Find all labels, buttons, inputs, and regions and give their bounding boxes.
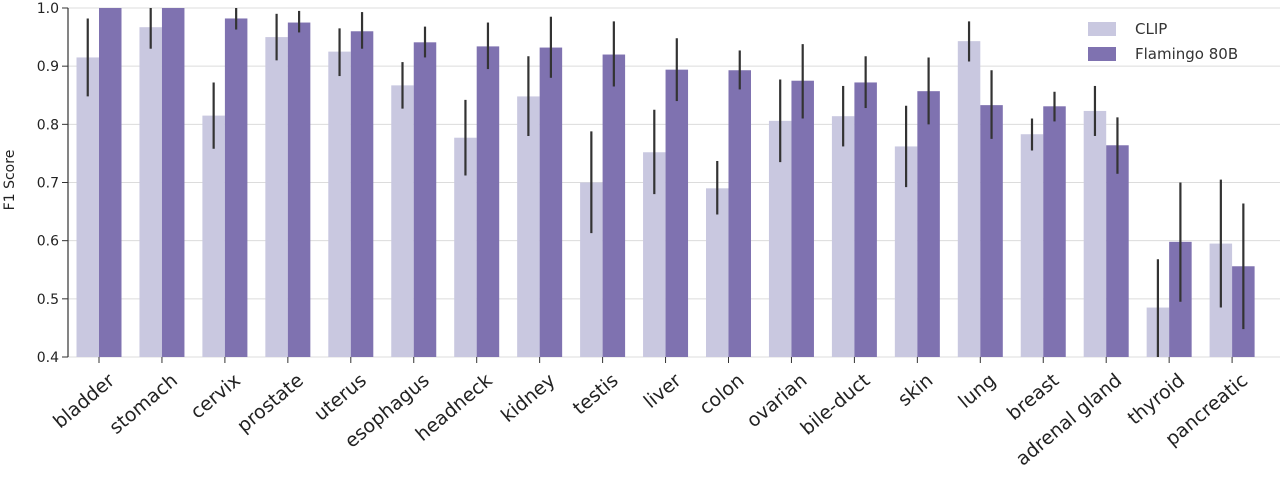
x-tick-label: testis <box>569 369 623 419</box>
bar-flamingo-uterus <box>350 31 374 358</box>
bar-flamingo-liver <box>665 69 689 357</box>
bar-clip-prostate <box>265 37 288 357</box>
bar-clip-bile-duct <box>831 116 855 357</box>
bar-flamingo-cervix <box>224 18 248 357</box>
bar-flamingo-breast <box>1043 106 1066 357</box>
y-tick-label: 0.7 <box>37 176 59 192</box>
x-tick-label: kidney <box>497 369 560 427</box>
x-tick-label: stomach <box>105 369 182 438</box>
x-tick-label: prostate <box>233 369 308 437</box>
x-tick-label: adrenal gland <box>1012 369 1126 470</box>
bar-flamingo-bile-duct <box>854 82 877 357</box>
bar-flamingo-bladder <box>99 8 122 357</box>
bar-clip-skin <box>894 146 918 357</box>
bar-clip-testis <box>580 182 603 357</box>
bar-flamingo-kidney <box>539 47 563 357</box>
y-axis-label: F1 Score <box>2 150 18 211</box>
legend: CLIP Flamingo 80B <box>1088 20 1238 63</box>
bar-clip-ovarian <box>768 120 792 358</box>
x-tick-label: skin <box>894 369 937 410</box>
error-bars <box>86 8 1245 357</box>
bar-clip-breast <box>1020 134 1044 357</box>
y-tick-label: 0.8 <box>37 117 59 133</box>
y-tick-label: 0.4 <box>37 350 59 366</box>
x-tick-label: liver <box>640 369 686 413</box>
legend-swatch-clip <box>1088 22 1116 36</box>
x-tick-label: cervix <box>186 369 244 423</box>
bar-clip-kidney <box>517 96 540 357</box>
bar-clip-esophagus <box>391 85 414 357</box>
bar-flamingo-adrenal-gland <box>1106 145 1129 357</box>
y-tick-label: 0.5 <box>37 292 59 308</box>
bar-clip-cervix <box>202 115 225 357</box>
legend-label: Flamingo 80B <box>1135 45 1238 63</box>
bar-clip-lung <box>957 41 981 357</box>
bar-flamingo-colon <box>728 70 751 357</box>
bar-flamingo-stomach <box>161 8 185 357</box>
bar-flamingo-skin <box>917 91 940 357</box>
bar-clip-uterus <box>328 51 351 357</box>
x-tick-label: colon <box>695 369 748 419</box>
legend-label: CLIP <box>1135 20 1167 38</box>
bar-flamingo-ovarian <box>791 80 814 357</box>
bar-flamingo-testis <box>602 54 626 358</box>
bar-flamingo-headneck <box>476 46 500 357</box>
bar-flamingo-esophagus <box>413 42 437 358</box>
bar-clip-colon <box>706 188 729 357</box>
x-tick-label: lung <box>954 369 1000 412</box>
bar-clip-liver <box>643 152 666 357</box>
bar-clip-bladder <box>76 57 99 358</box>
legend-swatch-flamingo <box>1088 47 1116 61</box>
bars <box>76 8 1255 358</box>
x-tick-label: breast <box>1003 369 1063 425</box>
bar-clip-headneck <box>454 137 477 357</box>
bar-flamingo-prostate <box>287 22 311 358</box>
y-tick-label: 0.6 <box>37 234 59 250</box>
y-tick-label: 1.0 <box>37 1 59 17</box>
bar-clip-adrenal-gland <box>1083 110 1107 357</box>
bar-clip-stomach <box>139 27 162 357</box>
bar-flamingo-lung <box>980 105 1003 357</box>
x-tick-label: bile-duct <box>796 369 874 439</box>
y-tick-label: 0.9 <box>37 59 59 75</box>
